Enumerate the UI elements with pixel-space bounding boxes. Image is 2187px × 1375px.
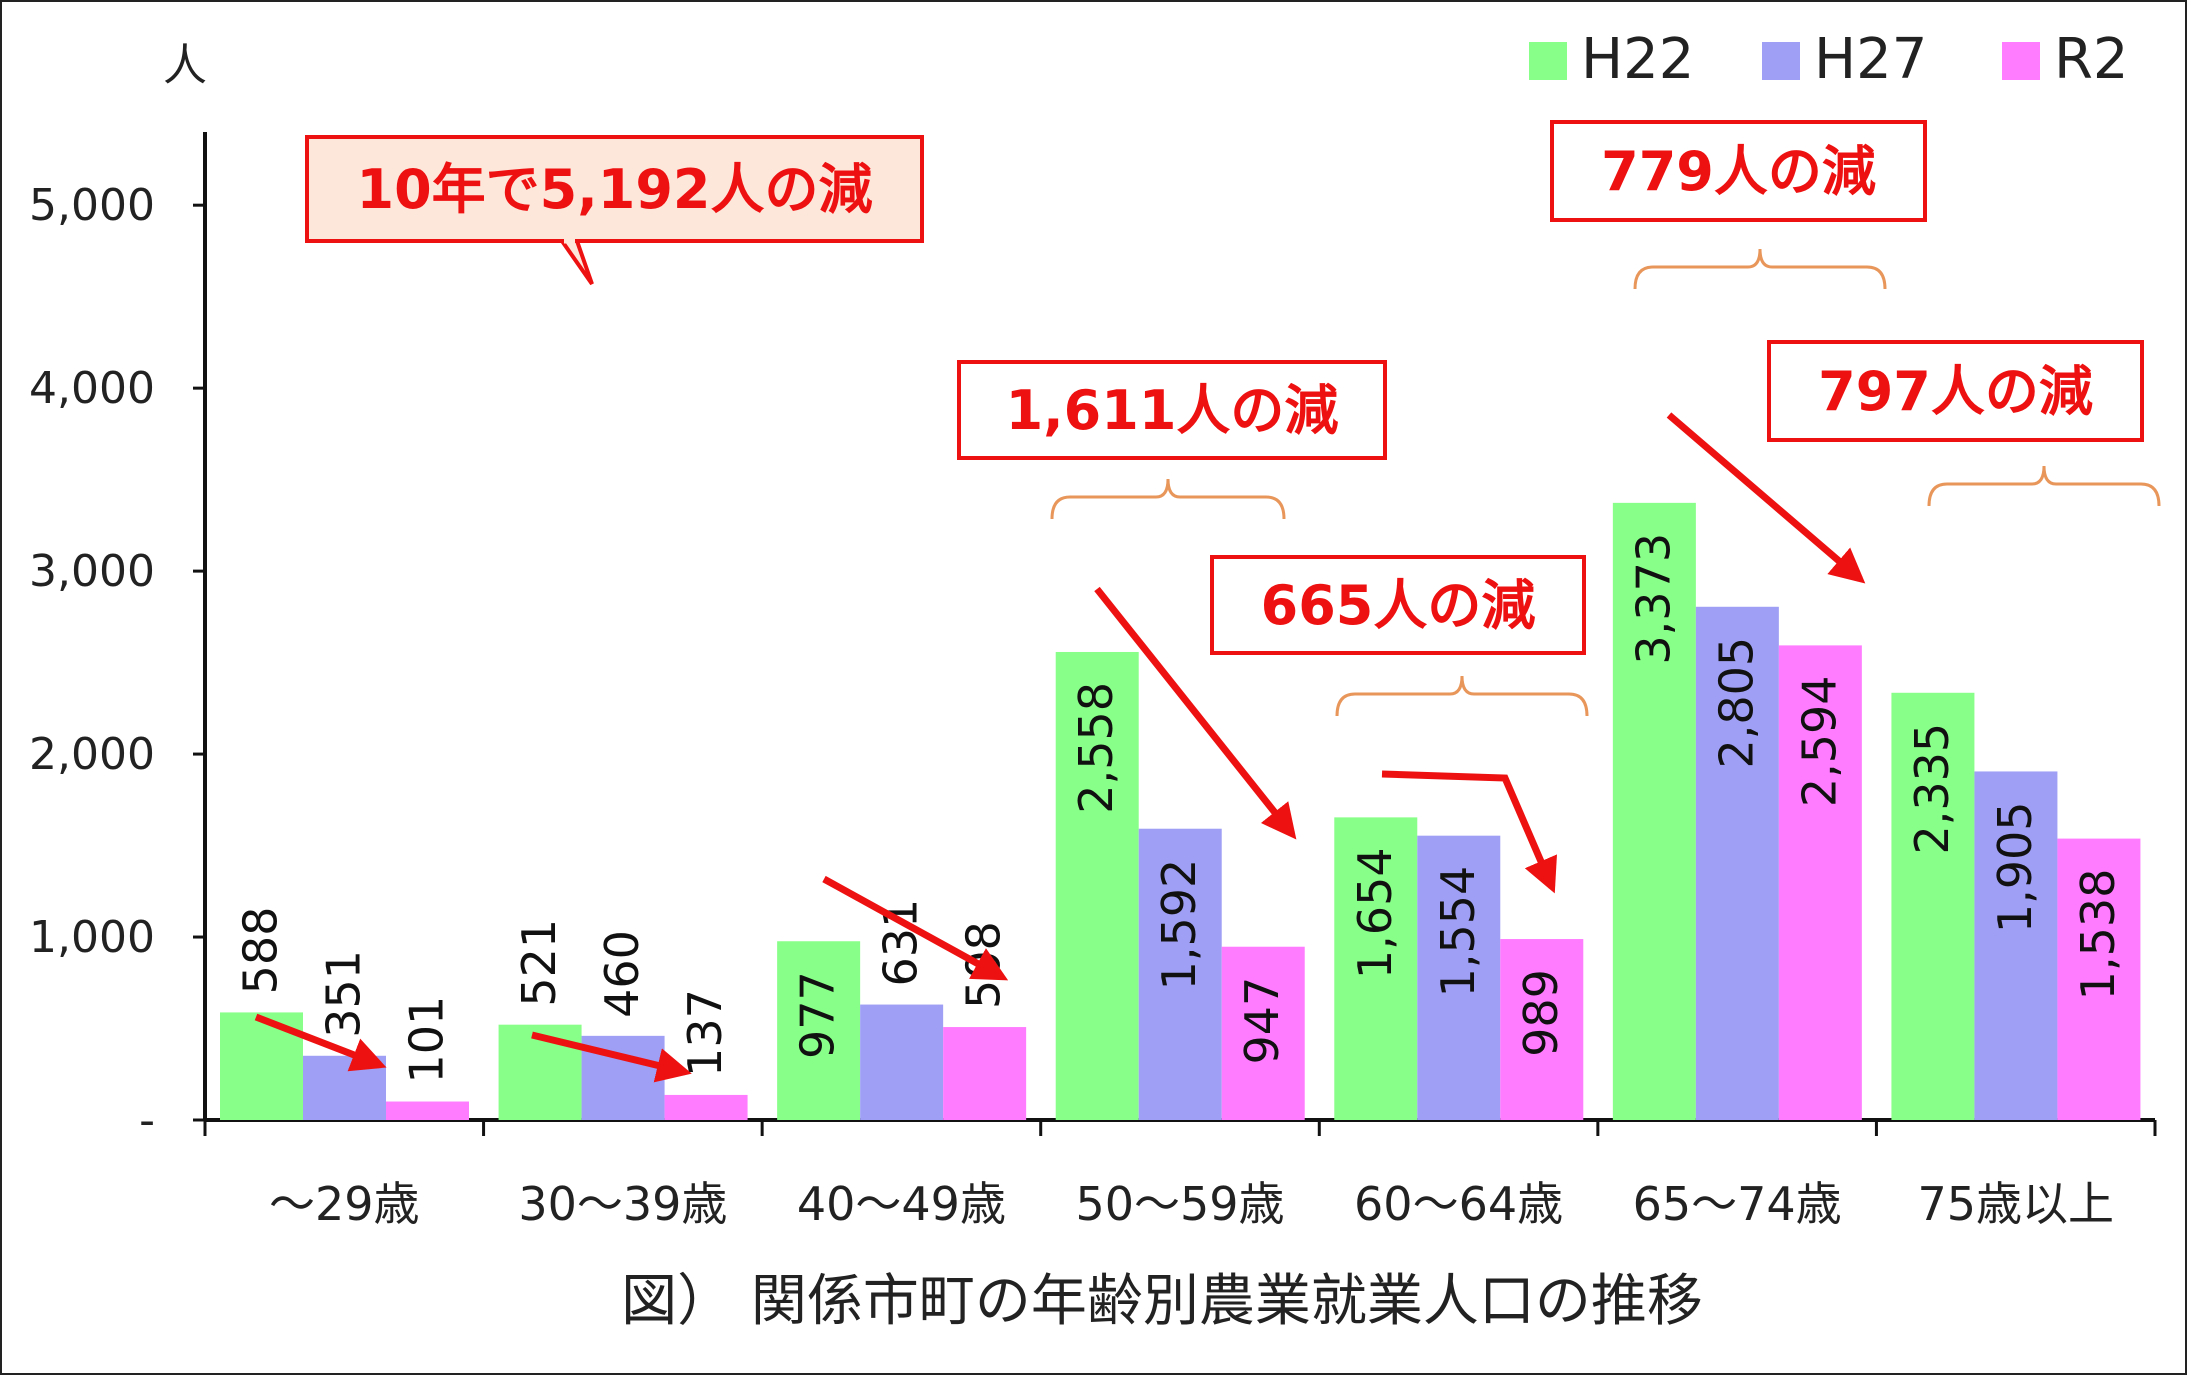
legend-label: H27 <box>1814 27 1927 92</box>
decrease-arrow <box>1666 412 1866 584</box>
decrease-arrow <box>531 1031 692 1083</box>
data-label: 137 <box>678 989 732 1077</box>
decrease-arrow <box>1381 770 1557 894</box>
y-tick-label: 2,000 <box>29 729 155 780</box>
y-tick-label: 1,000 <box>29 912 155 963</box>
brace-65-74 <box>1633 248 1887 290</box>
legend-label: H22 <box>1581 27 1694 92</box>
data-label: 351 <box>317 950 371 1038</box>
chart-title: 図） 関係市町の年齢別農業就業人口の推移 <box>621 1269 1703 1334</box>
data-label: 3,373 <box>1626 533 1680 665</box>
x-tick-label: 40～49歳 <box>797 1177 1006 1231</box>
bar <box>943 1027 1027 1120</box>
legend-swatch <box>1762 42 1800 80</box>
bar <box>664 1094 748 1120</box>
bar <box>1612 502 1696 1120</box>
annotation-label: 1,611人の減 <box>1006 379 1339 442</box>
y-tick-label: 5,000 <box>29 180 155 231</box>
annotation-box <box>957 360 1387 460</box>
data-label: 2,805 <box>1709 637 1763 769</box>
x-tick-label: ～29歳 <box>269 1177 420 1231</box>
brace-75-plus <box>1927 465 2161 507</box>
x-tick-label: 75歳以上 <box>1917 1177 2114 1231</box>
legend-swatch <box>2002 42 2040 80</box>
annotation-box <box>305 135 924 243</box>
data-label: 2,594 <box>1792 675 1846 807</box>
decrease-arrow <box>822 875 1009 981</box>
data-label: 1,538 <box>2071 869 2125 1001</box>
bar <box>1417 835 1501 1120</box>
brace-60-64 <box>1335 675 1589 717</box>
y-axis-unit-label: 人 <box>163 40 207 91</box>
data-label: 2,335 <box>1905 723 1959 855</box>
data-label: 101 <box>400 996 454 1084</box>
axes-layer: - 1,000 2,000 3,000 4,000 5,000 ～29歳 30～39歳 40～4… <box>29 132 2157 1231</box>
data-label: 588 <box>234 907 288 995</box>
x-tick-label: 60～64歳 <box>1354 1177 1563 1231</box>
data-label: 460 <box>595 930 649 1018</box>
data-label: 2,558 <box>1069 682 1123 814</box>
bar <box>860 1004 944 1120</box>
callout-tail <box>558 239 594 286</box>
data-label: 947 <box>1235 977 1289 1065</box>
y-tick-label: - <box>139 1095 155 1146</box>
bar <box>1221 946 1305 1120</box>
data-label: 1,905 <box>1988 801 2042 933</box>
data-label: 521 <box>512 919 566 1007</box>
bar <box>1891 692 1975 1120</box>
annotation-label: 779人の減 <box>1601 140 1876 203</box>
bar <box>1138 828 1222 1120</box>
bar <box>2057 838 2141 1120</box>
annotation-label: 665人の減 <box>1261 574 1536 637</box>
data-label: 1,654 <box>1348 847 1402 979</box>
bar <box>386 1101 469 1120</box>
bar <box>1974 771 2058 1120</box>
data-label: 989 <box>1514 969 1568 1057</box>
legend-label: R2 <box>2054 27 2129 92</box>
brace-50-59 <box>1050 478 1286 520</box>
bar <box>1695 606 1779 1120</box>
bar <box>1500 939 1584 1120</box>
bar <box>1778 645 1862 1120</box>
bars-layer <box>220 502 2141 1120</box>
annotations-layer: 10年で5,192人の減 1,611人の減 665人の減 779人の減 797人の減 <box>254 120 2161 1083</box>
legend-layer: H22 H27 R2 <box>1529 27 2129 92</box>
x-tick-label: 30～39歳 <box>518 1177 727 1231</box>
x-tick-label: 65～74歳 <box>1633 1177 1842 1231</box>
decrease-arrow <box>254 1013 387 1072</box>
bar <box>1055 651 1139 1120</box>
data-label: 1,592 <box>1152 859 1206 991</box>
bar <box>1334 817 1418 1120</box>
y-tick-label: 3,000 <box>29 546 155 597</box>
annotation-box <box>1550 120 1927 222</box>
annotation-label: 10年で5,192人の減 <box>357 158 873 221</box>
annotation-box <box>1210 555 1586 655</box>
x-tick-label: 50～59歳 <box>1075 1177 1284 1231</box>
annotation-label: 797人の減 <box>1818 360 2093 423</box>
data-label: 1,554 <box>1431 866 1485 998</box>
data-label: 977 <box>791 971 845 1059</box>
legend-swatch <box>1529 42 1567 80</box>
decrease-arrow <box>1094 586 1297 840</box>
annotation-box <box>1767 340 2144 442</box>
bar <box>777 941 861 1120</box>
y-tick-label: 4,000 <box>29 363 155 414</box>
